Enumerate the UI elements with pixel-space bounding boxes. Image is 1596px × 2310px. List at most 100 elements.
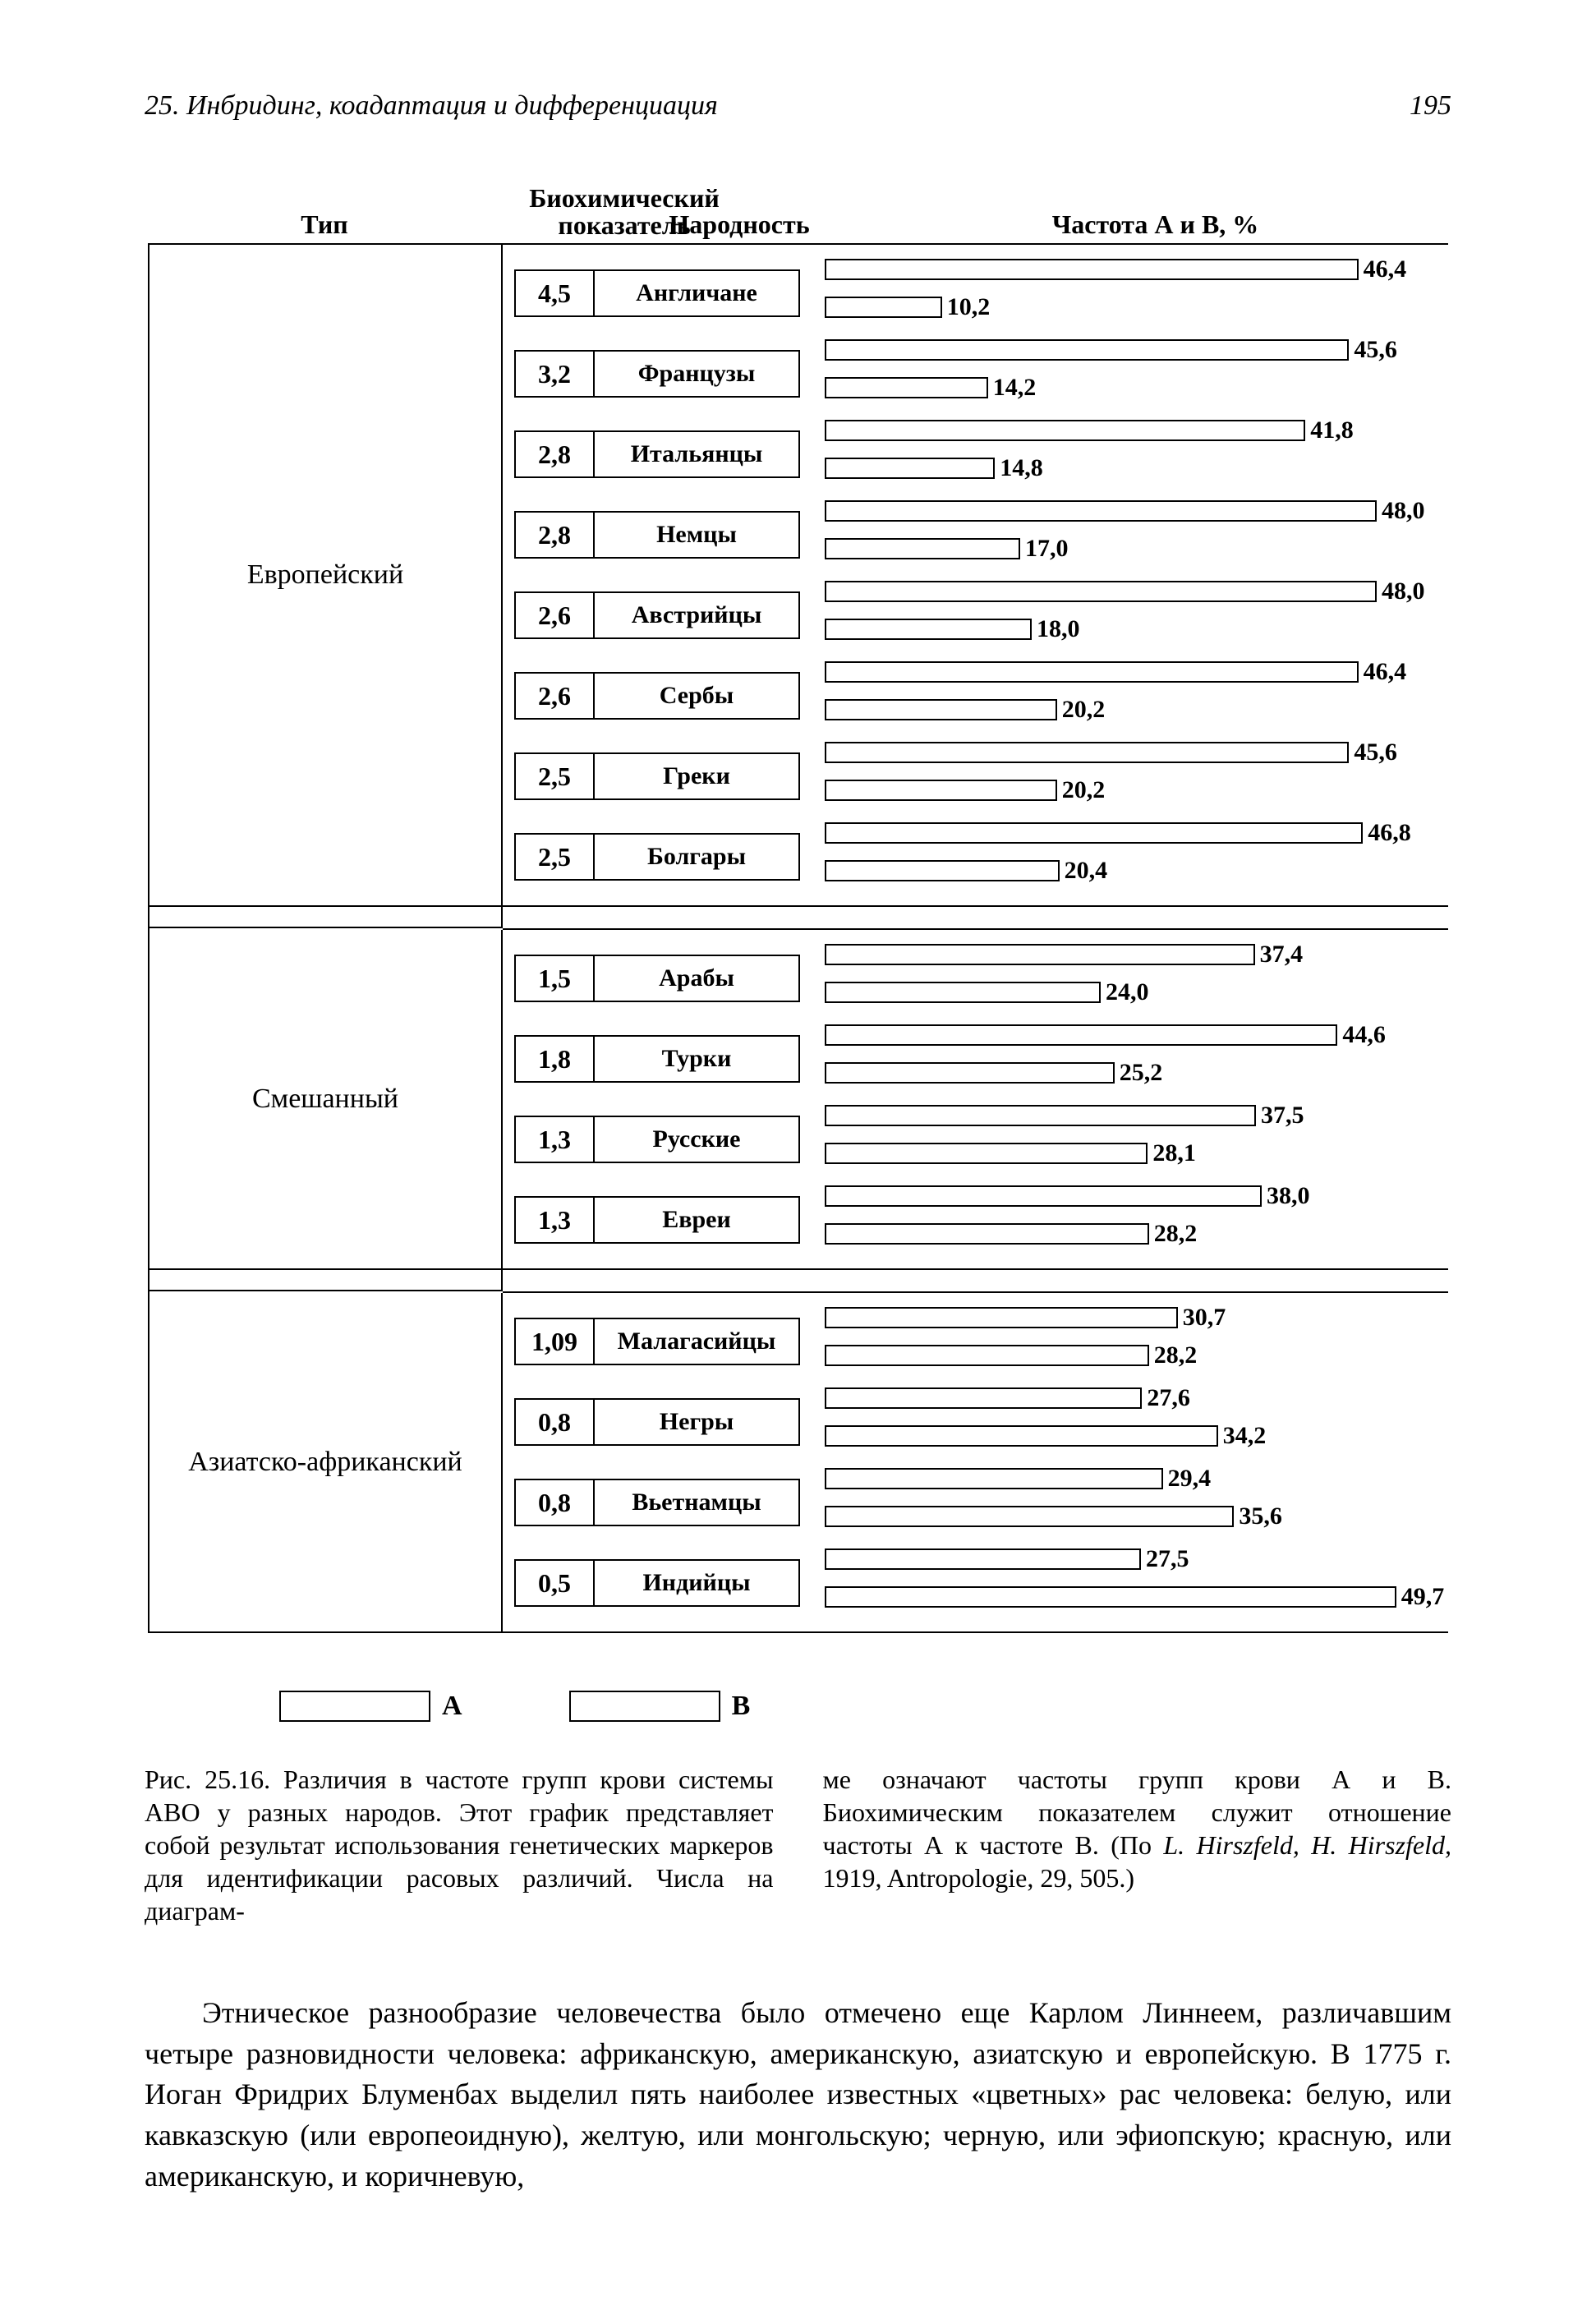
bar-b-label: 17,0 [1025, 535, 1069, 563]
data-row: 0,8Негры27,634,2 [503, 1382, 1448, 1462]
bar-a-wrap: 45,6 [825, 736, 1448, 769]
ratio-value: 1,09 [514, 1318, 595, 1365]
chart-legend: A B [279, 1691, 1448, 1722]
group-rows: 4,5Англичане46,410,23,2Французы45,614,22… [503, 245, 1448, 907]
bar-b [825, 1345, 1149, 1366]
bar-b [825, 1223, 1149, 1245]
bars-cell: 44,6 25,2 [800, 1019, 1448, 1099]
legend-box-icon [279, 1691, 430, 1722]
data-row: 2,6Сербы46,420,2 [503, 656, 1448, 736]
bars-cell: 37,5 28,1 [800, 1099, 1448, 1180]
bar-b-wrap: 35,6 [825, 1500, 1448, 1533]
ratio-value: 2,6 [514, 672, 595, 720]
chart-group: Смешанный1,5Арабы37,424,01,8Турки44,625,… [149, 930, 1448, 1270]
bar-b [825, 1586, 1396, 1608]
bar-a-wrap: 37,5 [825, 1099, 1448, 1132]
ratio-value: 1,3 [514, 1116, 595, 1163]
ratio-value: 0,8 [514, 1479, 595, 1526]
bar-b-label: 18,0 [1037, 615, 1080, 643]
page: 25. Инбридинг, коадаптация и дифференциа… [0, 0, 1596, 2310]
nation-name: Немцы [595, 511, 800, 559]
chart-header-row: Тип Биохимический показатель Народность … [148, 179, 1448, 240]
legend-box-icon [569, 1691, 720, 1722]
header-biochem-l2: показатель [501, 212, 747, 240]
bar-b [825, 1143, 1148, 1164]
data-row: 2,5Болгары46,820,4 [503, 817, 1448, 897]
ratio-value: 2,5 [514, 752, 595, 800]
blood-group-chart: Тип Биохимический показатель Народность … [148, 179, 1448, 1722]
data-row: 2,6Австрийцы48,018,0 [503, 575, 1448, 656]
type-label: Смешанный [149, 930, 503, 1270]
bar-b [825, 377, 988, 398]
bars-cell: 48,017,0 [800, 495, 1448, 575]
nation-name: Греки [595, 752, 800, 800]
bar-a [825, 822, 1363, 844]
bars-cell: 38,028,2 [800, 1180, 1448, 1260]
bar-b-wrap: 14,8 [825, 452, 1448, 485]
bar-b-wrap: 14,2 [825, 371, 1448, 404]
bar-b-wrap: 25,2 [825, 1056, 1448, 1089]
bar-a-wrap: 44,6 [825, 1019, 1448, 1051]
gap-right [503, 907, 1448, 930]
caption-right-col: ме означают частоты групп крови А и В. Б… [823, 1763, 1452, 1927]
bar-a-wrap: 41,8 [825, 414, 1448, 447]
header-frequency: Частота А и В, % [862, 209, 1448, 240]
nation-name: Англичане [595, 269, 800, 317]
chart-group: Азиатско-африканский1,09Малагасийцы 30,7 2… [149, 1293, 1448, 1633]
bar-a [825, 1024, 1337, 1046]
bar-a-wrap: 45,6 [825, 334, 1448, 366]
bars-cell: 29,4 35,6 [800, 1462, 1448, 1543]
legend-item-b: B [569, 1691, 751, 1722]
ratio-value: 1,5 [514, 955, 595, 1002]
bar-b-wrap: 28,1 [825, 1137, 1448, 1170]
bar-b [825, 1062, 1115, 1084]
bar-b [825, 297, 942, 318]
bar-b-label: 28,2 [1154, 1341, 1198, 1369]
bar-a-wrap: 46,4 [825, 253, 1448, 286]
nation-name: Евреи [595, 1196, 800, 1244]
bars-cell: 27,634,2 [800, 1382, 1448, 1462]
data-row: 4,5Англичане46,410,2 [503, 253, 1448, 334]
ratio-value: 4,5 [514, 269, 595, 317]
nation-name: Малагасийцы [595, 1318, 800, 1365]
bar-a-label: 44,6 [1342, 1021, 1386, 1049]
bar-a [825, 1185, 1262, 1207]
bar-a-label: 45,6 [1354, 739, 1397, 766]
bar-b-label: 28,1 [1152, 1139, 1196, 1167]
bars-cell: 45,6 14,2 [800, 334, 1448, 414]
bar-a-label: 41,8 [1310, 416, 1354, 444]
data-row: 2,5Греки45,620,2 [503, 736, 1448, 817]
running-head: 25. Инбридинг, коадаптация и дифференциа… [140, 90, 1456, 122]
data-row: 2,8Итальянцы41,814,8 [503, 414, 1448, 495]
bars-cell: 41,8 14,8 [800, 414, 1448, 495]
bar-a-label: 30,7 [1183, 1304, 1226, 1332]
legend-label-b: B [732, 1691, 751, 1722]
bar-b-label: 20,2 [1062, 696, 1106, 724]
type-label: Азиатско-африканский [149, 1293, 503, 1633]
bar-a [825, 742, 1349, 763]
ratio-value: 1,3 [514, 1196, 595, 1244]
nation-name: Болгары [595, 833, 800, 881]
bar-a [825, 581, 1377, 602]
bars-cell: 46,820,4 [800, 817, 1448, 897]
bar-a-wrap: 46,8 [825, 817, 1448, 849]
bar-a [825, 1307, 1178, 1328]
nation-name: Арабы [595, 955, 800, 1002]
data-row: 0,8Вьетнамцы29,435,6 [503, 1462, 1448, 1543]
gap-left [149, 1270, 503, 1291]
ratio-value: 2,8 [514, 430, 595, 478]
bars-cell: 48,0 18,0 [800, 575, 1448, 656]
bar-a-label: 38,0 [1267, 1182, 1310, 1210]
ratio-value: 2,5 [514, 833, 595, 881]
bar-b-wrap: 34,2 [825, 1420, 1448, 1452]
nation-name: Турки [595, 1035, 800, 1083]
bar-a [825, 1468, 1163, 1489]
bar-b [825, 619, 1032, 640]
bar-a-wrap: 27,5 [825, 1543, 1448, 1576]
bar-a-wrap: 29,4 [825, 1462, 1448, 1495]
caption-left-col: Рис. 25.16. Различия в частоте групп кро… [145, 1763, 774, 1927]
bar-b-label: 14,8 [1000, 454, 1043, 482]
type-label: Европейский [149, 245, 503, 907]
bar-a-label: 48,0 [1382, 578, 1425, 605]
chart-group: Европейский4,5Англичане46,410,23,2Францу… [149, 245, 1448, 907]
